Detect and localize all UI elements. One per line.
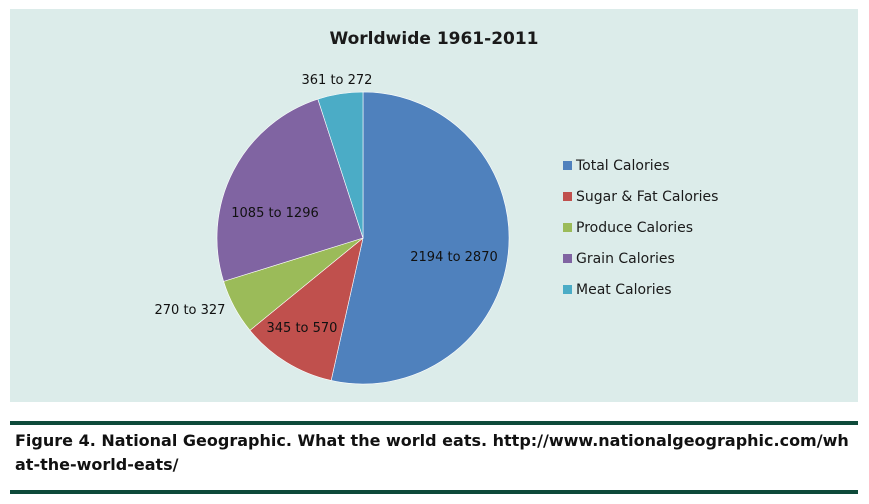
legend-label: Produce Calories [576,219,694,236]
data-label-sugar-fat-calories: 345 to 570 [267,321,338,336]
data-label-produce-calories: 270 to 327 [155,303,226,318]
pie-chart: 2194 to 2870 345 to 570 270 to 327 1085 to … [155,73,510,385]
pie-slice-total-calories [330,91,510,385]
legend-swatch [563,192,572,201]
data-label-grain-calories: 1085 to 1296 [231,206,318,221]
pie-slice-meat-calories [317,91,364,239]
figure-caption: Figure 4. National Geographic. What the … [15,431,849,474]
legend-item-meat: Meat Calories [563,274,823,305]
legend-label: Total Calories [576,157,670,174]
chart-title: Worldwide 1961-2011 [329,29,539,49]
legend-swatch [563,254,572,263]
data-label-total-calories: 2194 to 2870 [410,250,497,265]
pie-slice-sugar-fat-calories [249,237,364,381]
pie-slice-grain-calories [216,98,364,282]
legend-label: Grain Calories [576,250,675,267]
legend-swatch [563,223,572,232]
legend-item-total: Total Calories [563,150,823,181]
caption-rule-bottom [10,490,858,494]
chart-legend: Total Calories Sugar & Fat Calories Prod… [563,150,823,305]
legend-item-grain: Grain Calories [563,243,823,274]
legend-item-sugar-fat: Sugar & Fat Calories [563,181,823,212]
chart-panel: 2194 to 2870 345 to 570 270 to 327 1085 to … [10,9,858,402]
legend-swatch [563,285,572,294]
legend-label: Sugar & Fat Calories [576,188,719,205]
data-label-meat-calories: 361 to 272 [302,73,373,88]
legend-item-produce: Produce Calories [563,212,823,243]
legend-swatch [563,161,572,170]
caption-rule-top [10,421,858,425]
legend-label: Meat Calories [576,281,672,298]
